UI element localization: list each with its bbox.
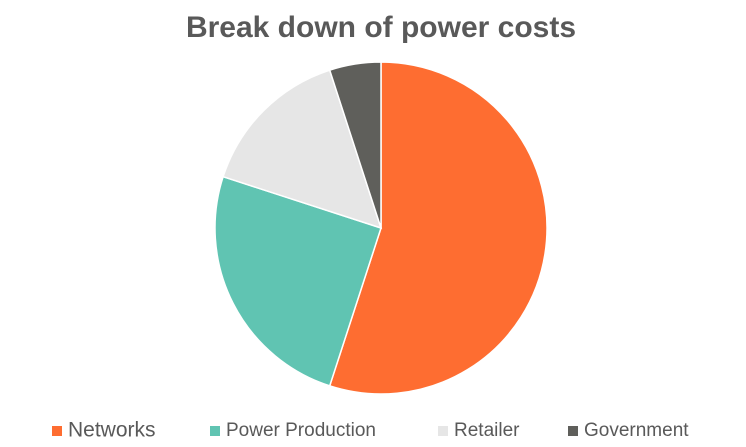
legend-swatch — [210, 426, 220, 436]
legend-label: Government — [584, 420, 689, 441]
pie-slice — [214, 175, 382, 387]
legend-swatch — [52, 426, 62, 436]
pie-slice — [222, 69, 383, 230]
legend-label: Networks — [68, 419, 156, 442]
legend-swatch — [568, 426, 578, 436]
pie-slice — [328, 61, 382, 229]
legend-swatch — [438, 426, 448, 436]
legend-label: Retailer — [454, 420, 520, 441]
pie-slice — [328, 61, 548, 395]
legend-label: Power Production — [226, 420, 376, 441]
chart-title: Break down of power costs — [186, 11, 576, 44]
